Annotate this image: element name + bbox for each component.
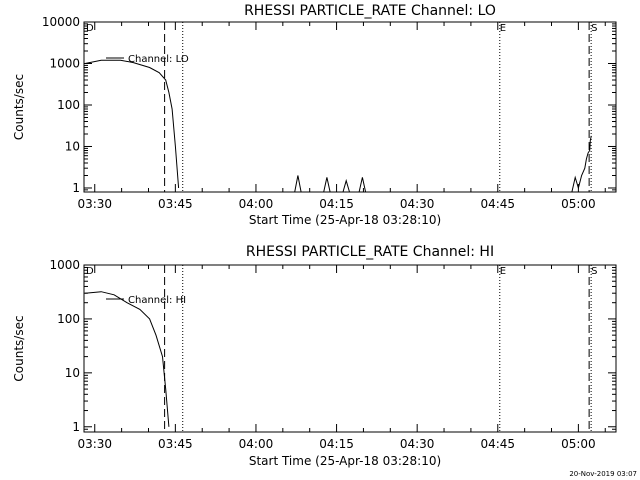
series-line <box>84 59 180 189</box>
x-tick-label: 04:30 <box>400 437 435 451</box>
y-tick-label: 1 <box>72 181 80 195</box>
footer-timestamp: 20-Nov-2019 03:07 <box>569 470 637 478</box>
legend-label: Channel: LO <box>128 54 189 65</box>
chart-title: RHESSI PARTICLE_RATE Channel: LO <box>244 3 496 19</box>
x-tick-label: 04:30 <box>400 197 435 211</box>
legend-label: Channel: HI <box>128 295 186 306</box>
x-axis-label: Start Time (25-Apr-18 03:28:10) <box>249 213 441 227</box>
x-axis-label: Start Time (25-Apr-18 03:28:10) <box>249 454 441 468</box>
y-tick-label: 10 <box>65 139 80 153</box>
event-marker-label: S <box>591 23 597 34</box>
series-line <box>85 291 170 427</box>
series-line <box>294 135 592 193</box>
x-tick-label: 04:45 <box>480 437 515 451</box>
y-tick-label: 1000 <box>49 258 80 272</box>
plot-frame <box>83 21 617 193</box>
chart-title: RHESSI PARTICLE_RATE Channel: HI <box>246 244 494 260</box>
x-tick-label: 03:30 <box>77 197 112 211</box>
event-marker-label: S <box>591 266 597 277</box>
plot-frame <box>83 264 617 433</box>
x-tick-label: 03:45 <box>158 197 193 211</box>
x-tick-label: 04:00 <box>239 437 274 451</box>
y-tick-label: 100 <box>57 98 80 112</box>
event-marker-label: D <box>86 23 94 34</box>
chart-lo-channel: RHESSI PARTICLE_RATE Channel: LO Counts/s… <box>12 3 617 227</box>
y-axis-label: Counts/sec <box>12 74 26 140</box>
event-marker-label: E <box>500 23 506 34</box>
y-tick-label: 10000 <box>42 15 80 29</box>
x-tick-label: 03:45 <box>158 437 193 451</box>
x-tick-label: 04:15 <box>319 197 354 211</box>
y-tick-label: 1000 <box>49 56 80 70</box>
x-tick-label: 04:00 <box>239 197 274 211</box>
x-tick-label: 05:00 <box>561 437 596 451</box>
x-tick-label: 04:15 <box>319 437 354 451</box>
chart-hi-channel: RHESSI PARTICLE_RATE Channel: HI Counts/s… <box>12 244 617 468</box>
y-axis-label: Counts/sec <box>12 315 26 381</box>
event-marker-label: D <box>86 266 94 277</box>
event-marker-label: E <box>500 266 506 277</box>
x-tick-label: 03:30 <box>77 437 112 451</box>
y-tick-label: 10 <box>65 366 80 380</box>
x-tick-label: 05:00 <box>561 197 596 211</box>
y-tick-label: 1 <box>72 420 80 434</box>
x-tick-label: 04:45 <box>480 197 515 211</box>
y-tick-label: 100 <box>57 312 80 326</box>
